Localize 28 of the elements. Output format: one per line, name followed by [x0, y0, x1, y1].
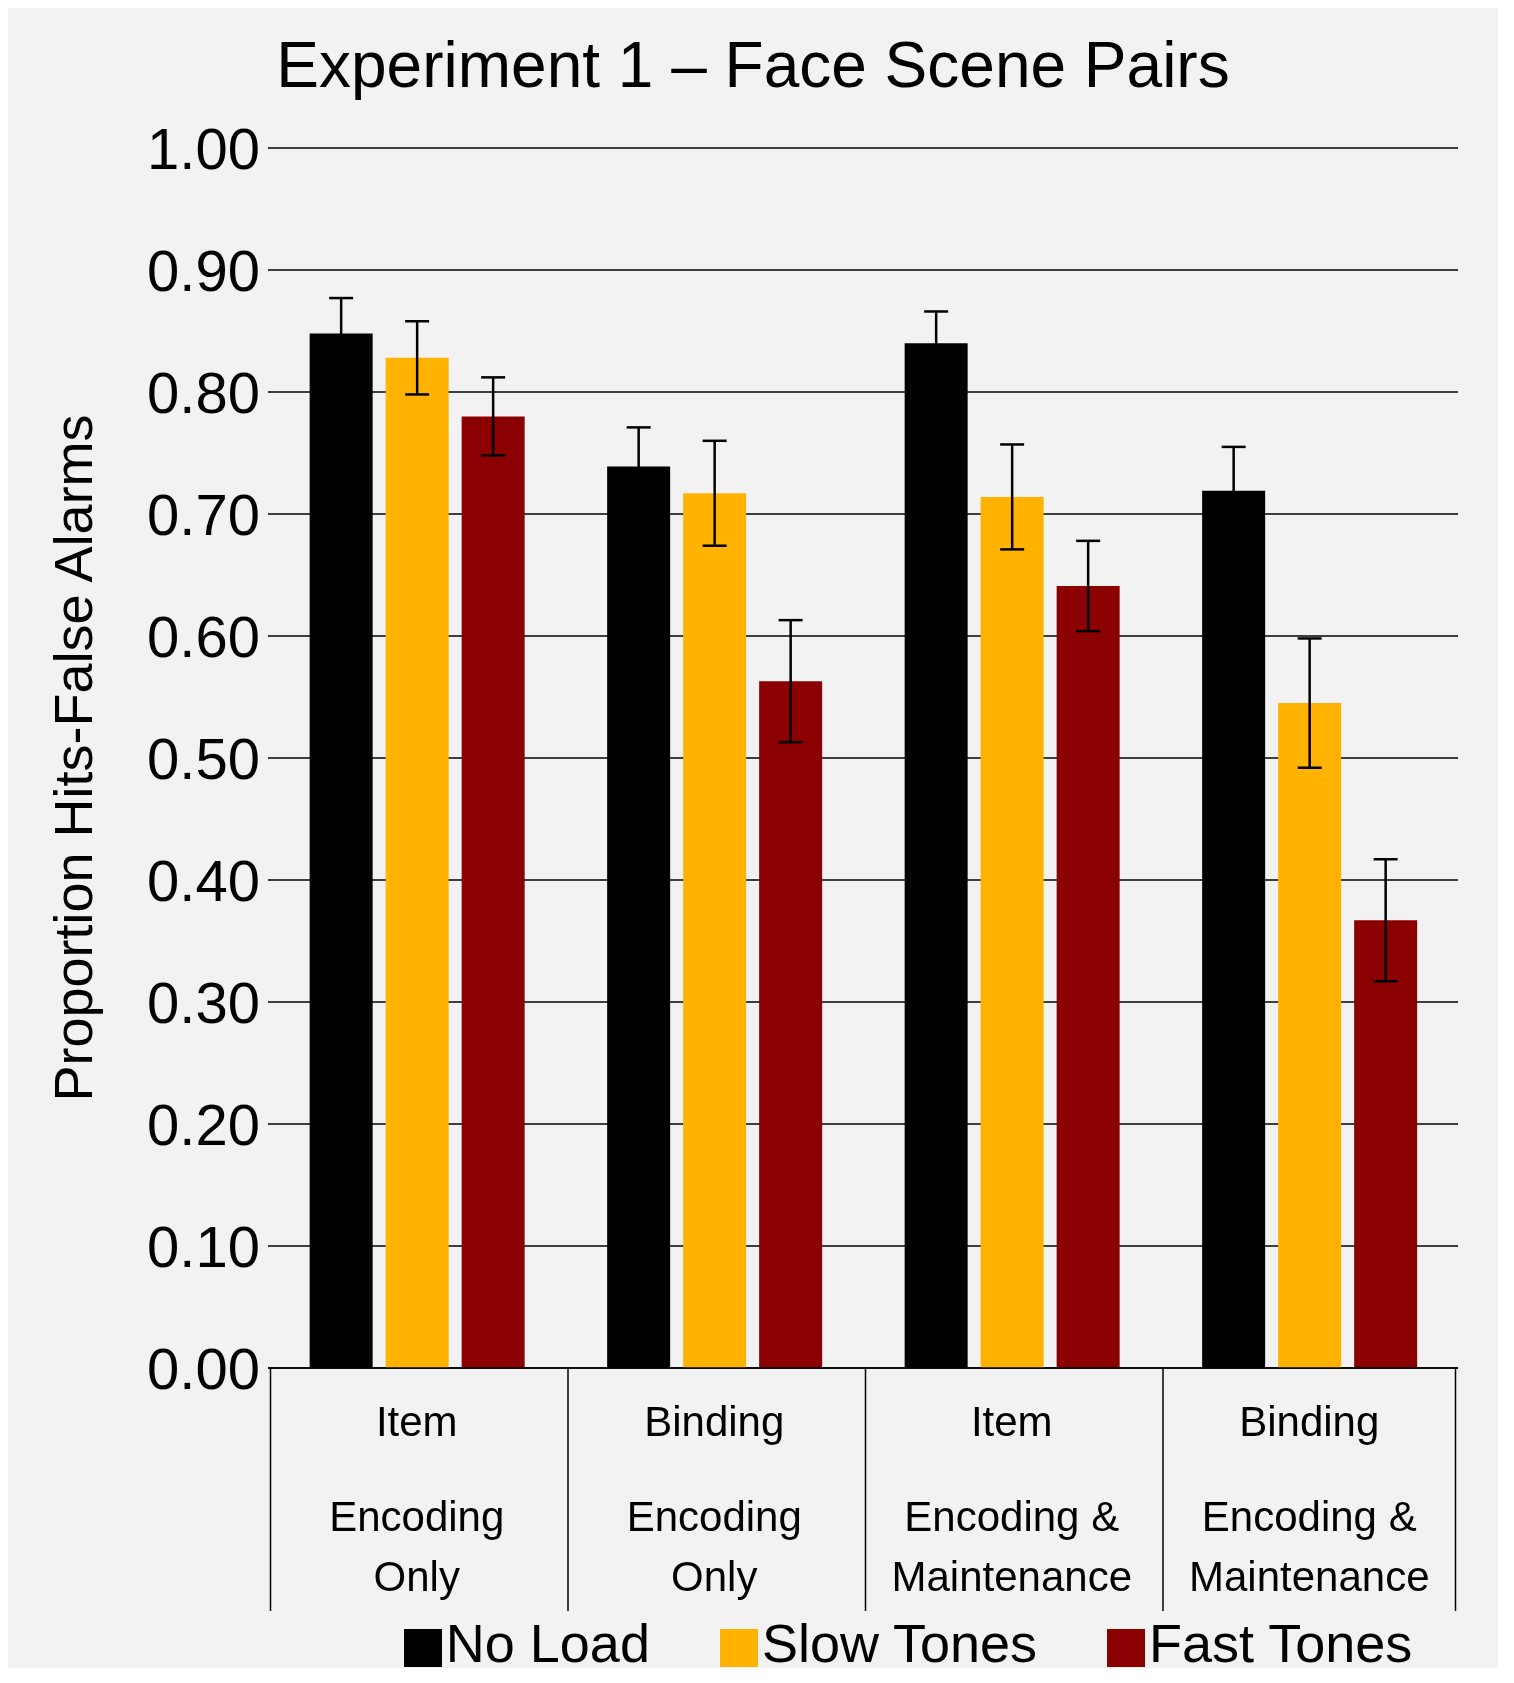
- y-tick-label: 0.30: [147, 969, 260, 1035]
- y-tick-label: 0.80: [147, 359, 260, 425]
- y-tick-label: 0.20: [147, 1091, 260, 1157]
- y-tick-label: 0.40: [147, 847, 260, 913]
- bar: [980, 496, 1044, 1368]
- x-tick-label: Binding Encoding & Maintenance: [1189, 1398, 1430, 1600]
- y-axis-title: Proportion Hits-False Alarms: [43, 414, 104, 1102]
- x-tick-label: Binding Encoding Only: [626, 1398, 802, 1600]
- legend-label: Fast Tones: [1149, 1613, 1413, 1673]
- y-tick-label: 0.90: [147, 237, 260, 303]
- bar: [1056, 585, 1120, 1368]
- legend-label: Slow Tones: [761, 1613, 1038, 1673]
- y-tick-label: 1.00: [147, 115, 260, 181]
- bar: [759, 681, 823, 1368]
- bar: [683, 493, 747, 1368]
- y-tick-label: 0.00: [147, 1335, 260, 1401]
- y-tick-label: 0.10: [147, 1213, 260, 1279]
- y-tick-label: 0.60: [147, 603, 260, 669]
- bar: [1354, 920, 1418, 1368]
- y-tick-label: 0.70: [147, 481, 260, 547]
- x-tick-label: Item Encoding & Maintenance: [891, 1398, 1132, 1600]
- bar: [1278, 703, 1342, 1368]
- x-tick-label: Item Encoding Only: [329, 1398, 505, 1600]
- bar: [385, 357, 449, 1368]
- legend-label: No Load: [445, 1613, 650, 1673]
- y-tick-label: 0.50: [147, 725, 260, 791]
- chart-title: Experiment 1 – Face Scene Pairs: [276, 29, 1230, 101]
- bar: [461, 416, 525, 1368]
